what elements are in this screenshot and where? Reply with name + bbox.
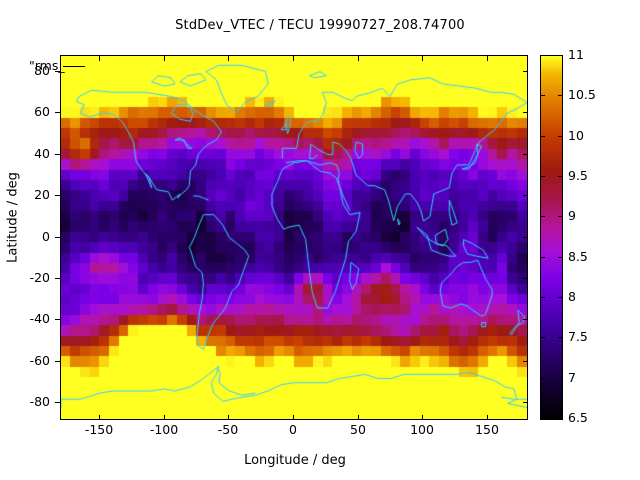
colorbar-tick-mark xyxy=(558,337,562,338)
page-title: StdDev_VTEC / TECU 19990727_208.74700 xyxy=(175,18,465,33)
x-tick-mark-top xyxy=(293,56,294,61)
y-tick-mark-right xyxy=(523,319,528,320)
x-tick-label: -100 xyxy=(149,422,179,437)
x-tick-mark-top xyxy=(99,56,100,61)
colorbar-tick-label: 10 xyxy=(568,128,584,143)
y-tick-mark-right xyxy=(523,361,528,362)
y-tick-mark xyxy=(55,154,60,155)
y-tick-mark xyxy=(55,237,60,238)
y-tick-mark xyxy=(55,195,60,196)
y-tick-label: 80 xyxy=(34,63,50,78)
y-tick-mark-right xyxy=(523,112,528,113)
colorbar-tick-label: 8 xyxy=(568,289,576,304)
y-tick-label: 60 xyxy=(34,104,50,119)
y-tick-mark-right xyxy=(523,237,528,238)
map-plot-area[interactable] xyxy=(60,55,528,420)
x-tick-mark xyxy=(358,415,359,420)
x-tick-mark xyxy=(422,415,423,420)
y-tick-mark-right xyxy=(523,402,528,403)
y-tick-label: 0 xyxy=(42,229,50,244)
colorbar-tick-mark xyxy=(541,95,545,96)
y-tick-mark-right xyxy=(523,195,528,196)
colorbar-tick-mark xyxy=(558,95,562,96)
colorbar-gradient xyxy=(541,56,562,419)
y-tick-mark-right xyxy=(523,278,528,279)
y-axis-title: Latitude / deg xyxy=(5,172,21,263)
key-title-artifact: "rms_ xyxy=(29,58,85,73)
x-tick-mark xyxy=(487,415,488,420)
colorbar-tick-label: 11 xyxy=(568,47,584,62)
colorbar-tick-label: 9 xyxy=(568,208,576,223)
vtec-stddev-heatmap xyxy=(61,56,527,419)
x-tick-label: 100 xyxy=(410,422,434,437)
colorbar-tick-mark xyxy=(558,378,562,379)
y-tick-mark-right xyxy=(523,154,528,155)
y-tick-mark xyxy=(55,71,60,72)
y-tick-label: 20 xyxy=(34,187,50,202)
x-tick-mark-top xyxy=(487,56,488,61)
colorbar-tick-mark xyxy=(558,176,562,177)
colorbar-tick-label: 6.5 xyxy=(568,410,588,425)
colorbar-tick-mark xyxy=(558,136,562,137)
colorbar-tick-label: 8.5 xyxy=(568,249,588,264)
x-tick-mark xyxy=(228,415,229,420)
colorbar-tick-mark xyxy=(558,297,562,298)
colorbar[interactable] xyxy=(540,55,563,420)
x-tick-mark-top xyxy=(228,56,229,61)
y-tick-label: 40 xyxy=(34,146,50,161)
x-tick-label: 50 xyxy=(350,422,366,437)
x-tick-mark-top xyxy=(422,56,423,61)
y-tick-label: -40 xyxy=(29,311,50,326)
colorbar-tick-label: 7 xyxy=(568,370,576,385)
x-tick-mark xyxy=(99,415,100,420)
colorbar-tick-mark xyxy=(541,297,545,298)
y-tick-label: -60 xyxy=(29,353,50,368)
x-tick-label: -50 xyxy=(217,422,239,437)
colorbar-tick-mark xyxy=(541,337,545,338)
colorbar-tick-mark xyxy=(541,257,545,258)
x-tick-label: 0 xyxy=(289,422,297,437)
y-tick-mark-right xyxy=(523,71,528,72)
x-axis-title: Longitude / deg xyxy=(244,453,346,468)
x-tick-mark xyxy=(293,415,294,420)
y-tick-mark xyxy=(55,278,60,279)
y-tick-mark xyxy=(55,361,60,362)
y-tick-label: -80 xyxy=(29,394,50,409)
colorbar-tick-mark xyxy=(541,216,545,217)
colorbar-tick-mark xyxy=(558,257,562,258)
y-tick-mark xyxy=(55,402,60,403)
colorbar-tick-label: 7.5 xyxy=(568,329,588,344)
y-tick-label: -20 xyxy=(29,270,50,285)
x-tick-label: -150 xyxy=(84,422,114,437)
x-tick-label: 150 xyxy=(475,422,499,437)
colorbar-tick-label: 10.5 xyxy=(568,87,596,102)
y-tick-mark xyxy=(55,112,60,113)
y-tick-mark xyxy=(55,319,60,320)
colorbar-tick-mark xyxy=(541,176,545,177)
colorbar-tick-label: 9.5 xyxy=(568,168,588,183)
x-tick-mark-top xyxy=(358,56,359,61)
colorbar-tick-mark xyxy=(558,216,562,217)
x-tick-mark-top xyxy=(164,56,165,61)
colorbar-tick-mark xyxy=(541,378,545,379)
colorbar-tick-mark xyxy=(541,136,545,137)
x-tick-mark xyxy=(164,415,165,420)
